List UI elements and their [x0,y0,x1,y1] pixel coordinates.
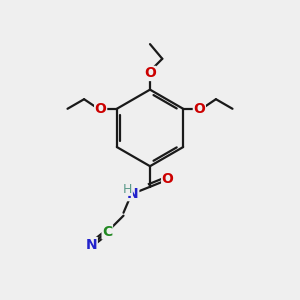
Text: O: O [194,102,205,116]
Text: C: C [102,225,112,239]
Text: N: N [85,238,97,251]
Text: O: O [95,102,106,116]
Text: H: H [123,183,133,196]
Text: O: O [144,66,156,80]
Text: O: O [162,172,174,186]
Text: N: N [127,187,139,201]
